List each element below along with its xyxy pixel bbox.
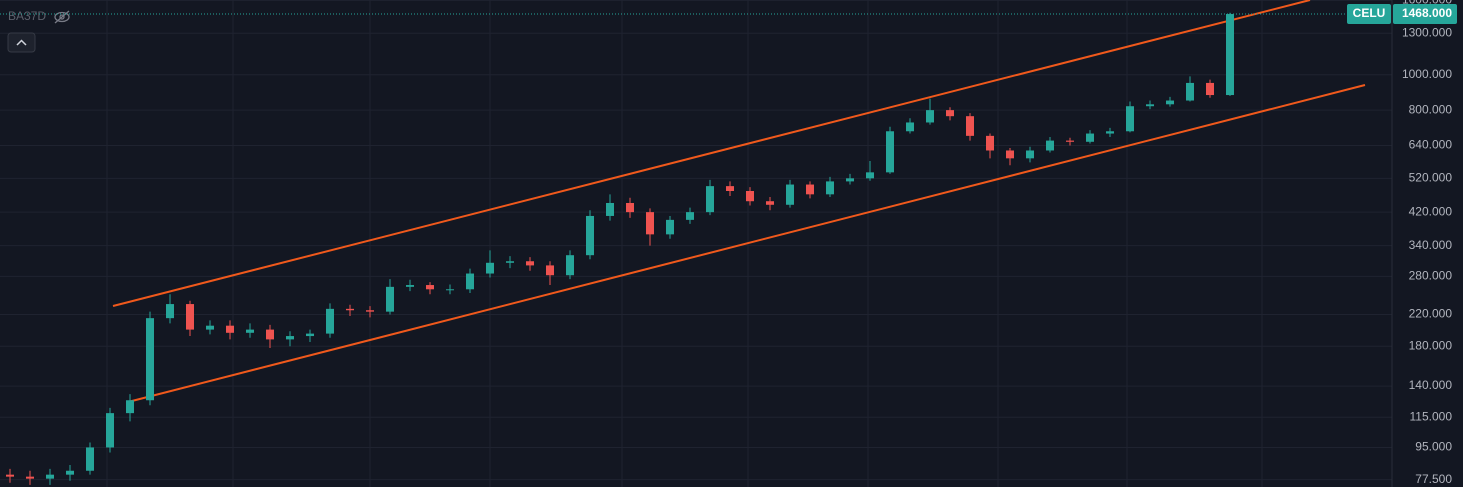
candle-body [926,110,934,123]
time-grid [0,0,1392,487]
candle-body [526,261,534,266]
candle-body [506,261,514,263]
symbol-watermark: BA37D [8,9,46,23]
candle-body [1226,14,1234,96]
candle-body [746,190,754,202]
candle-body [166,304,174,319]
y-tick-label: 800.000 [1409,102,1453,116]
candle-body [326,308,334,334]
y-tick-label: 95.000 [1415,440,1452,454]
candle-body [46,474,54,479]
y-tick-label: 140.000 [1409,378,1453,392]
candle-body [206,325,214,330]
candle-body [1126,106,1134,132]
y-tick-label: 220.000 [1409,307,1453,321]
candle-body [546,265,554,276]
candle-body [626,202,634,213]
y-tick-label: 1300.000 [1402,25,1452,39]
candle-body [466,273,474,290]
candle-body [606,202,614,216]
candle-body [386,286,394,312]
candle-body [566,255,574,276]
candle-body [1046,140,1054,151]
candle-body [846,178,854,182]
candle-body [6,474,14,477]
candle-body [806,184,814,195]
symbol-tag [1347,4,1391,25]
y-tick-label: 280.000 [1409,269,1453,283]
candle-body [286,336,294,340]
candle-body [726,186,734,191]
y-tick-label: 340.000 [1409,238,1453,252]
candle-body [866,172,874,179]
y-tick-label: 115.000 [1410,409,1453,423]
candle-body [946,110,954,117]
collapse-button[interactable] [7,32,36,53]
candle-body [1206,82,1214,96]
y-tick-label: 77.500 [1415,472,1452,486]
candle-body [666,219,674,235]
candle-body [226,325,234,333]
candle-body [966,116,974,136]
candle-body [786,184,794,205]
candle-body [1066,140,1074,142]
candle-body [986,135,994,151]
candle-body [1106,131,1114,134]
candle-body [86,447,94,471]
candle-body [766,201,774,205]
candle-body [686,212,694,220]
candle-body [26,476,34,479]
candle-body [1086,133,1094,142]
y-tick-label: 180.000 [1409,338,1453,352]
candle-body [126,400,134,414]
y-tick-label: 1600.000 [1402,0,1452,7]
candle-body [446,289,454,291]
candle-body [266,329,274,340]
candle-body [706,186,714,213]
candle-body [346,308,354,311]
hide-icon[interactable] [54,10,70,24]
channel-upper [112,0,1311,307]
candle-body [486,262,494,274]
channel-lower [127,84,1366,403]
candle-body [306,333,314,337]
y-tick-label: 1000.000 [1402,67,1452,81]
candle-body [906,122,914,132]
candle-body [1166,100,1174,105]
candle-body [646,212,654,235]
candle-body [1026,150,1034,159]
price-tag-label: 1468.000 [1402,6,1452,20]
y-tick-label: 640.000 [1409,138,1453,152]
price-tag [1393,4,1457,25]
candle-body [406,285,414,287]
candle-body [1146,104,1154,107]
candle-body [426,285,434,290]
y-tick-label: 520.000 [1409,170,1453,184]
candle-body [1186,82,1194,101]
candle-body [366,310,374,312]
candle-body [146,318,154,401]
symbol-tag-label: CELU [1353,6,1386,20]
candle-body [886,131,894,173]
candle-body [826,181,834,195]
candle-body [246,329,254,333]
candle-body [1006,150,1014,159]
candle-body [586,215,594,256]
candle-body [66,470,74,475]
candle-body [186,304,194,330]
y-tick-label: 420.000 [1409,204,1453,218]
candle-body [106,413,114,448]
